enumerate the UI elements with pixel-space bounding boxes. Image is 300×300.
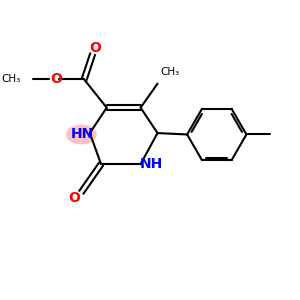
Text: O: O <box>89 41 101 56</box>
Text: NH: NH <box>140 157 164 171</box>
Text: CH₃: CH₃ <box>2 74 21 85</box>
Text: CH₃: CH₃ <box>160 67 180 76</box>
Text: HN: HN <box>71 128 94 142</box>
Text: O: O <box>50 73 62 86</box>
Text: O: O <box>68 191 80 205</box>
Ellipse shape <box>66 124 97 144</box>
